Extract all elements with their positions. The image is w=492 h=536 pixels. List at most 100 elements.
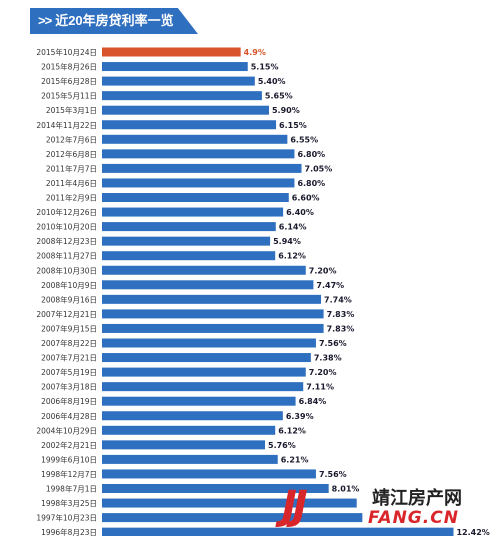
rate-bar <box>102 294 322 304</box>
rate-value-label: 12.42% <box>456 528 489 536</box>
chart-title: 近20年房贷利率一览 <box>55 13 174 28</box>
rate-bar <box>102 353 311 363</box>
date-label: 2002年2月21日 <box>41 440 97 450</box>
date-label: 2015年5月11日 <box>41 91 97 101</box>
rate-bar <box>102 323 324 333</box>
date-label: 1996年8月23日 <box>41 527 97 536</box>
date-label: 2008年9月16日 <box>41 294 97 304</box>
rate-value-label: 7.20% <box>309 266 337 275</box>
rate-value-label: 6.60% <box>292 194 320 203</box>
date-label: 2008年12月23日 <box>36 236 97 246</box>
logo-site-name: 靖江房产网 <box>372 488 462 509</box>
rate-bar <box>102 207 284 217</box>
rate-bar <box>102 149 295 159</box>
rate-value-label: 7.05% <box>305 164 333 173</box>
rate-bar <box>102 338 316 348</box>
rate-value-label: 5.65% <box>265 92 293 101</box>
date-label: 2012年7月6日 <box>46 134 97 144</box>
date-label: 2015年6月28日 <box>41 76 97 86</box>
date-label: 2010年10月20日 <box>36 222 97 232</box>
rate-bar <box>102 411 283 421</box>
rate-bar <box>102 425 276 435</box>
date-label: 2007年12月21日 <box>36 309 97 319</box>
rate-bar <box>102 91 262 101</box>
rate-bar <box>102 193 289 202</box>
rate-value-label: 6.80% <box>297 150 325 159</box>
rate-value-label: 6.14% <box>279 223 307 232</box>
rate-value-label: 7.83% <box>327 324 355 333</box>
rate-bar <box>102 134 288 144</box>
rate-value-label: 6.55% <box>290 135 318 144</box>
rate-value-label: 7.20% <box>309 368 337 377</box>
date-label: 1998年7月1日 <box>46 484 97 494</box>
date-label: 2008年10月30日 <box>36 265 97 275</box>
date-label: 2014年11月22日 <box>36 120 97 130</box>
rate-bar <box>102 120 277 130</box>
date-label: 2007年3月18日 <box>41 382 97 392</box>
rate-bar <box>102 309 324 319</box>
rate-bar <box>102 62 248 72</box>
rate-bar <box>102 382 304 392</box>
date-label: 2007年5月19日 <box>41 367 97 377</box>
rate-value-label: 5.15% <box>251 63 279 72</box>
rate-bar <box>102 178 295 188</box>
rate-value-label: 6.40% <box>286 208 314 217</box>
rate-bar <box>102 105 269 115</box>
rate-value-label: 7.47% <box>316 281 344 290</box>
rate-bar <box>102 440 266 450</box>
date-label: 1998年12月7日 <box>41 469 97 479</box>
date-label: 2006年8月19日 <box>41 396 97 406</box>
chart-title-banner: >> 近20年房贷利率一览 <box>30 8 198 34</box>
date-label: 1999年6月10日 <box>41 454 97 464</box>
rate-bar <box>102 513 363 523</box>
rate-value-label: 5.40% <box>258 77 286 86</box>
rate-value-label: 6.21% <box>281 455 309 464</box>
rate-bar <box>102 367 306 377</box>
rate-value-label: 7.38% <box>314 354 342 363</box>
jj-fang-logo: JJ 靖江房产网 FANG.CN <box>282 482 487 532</box>
date-label: 2007年7月21日 <box>41 353 97 363</box>
date-label: 2011年7月7日 <box>46 163 97 173</box>
rate-bar <box>102 469 316 479</box>
rate-bar <box>102 280 314 290</box>
rate-bar <box>102 76 255 86</box>
rate-value-label: 8.01% <box>332 485 360 494</box>
rate-bar <box>102 222 276 232</box>
rate-bar <box>102 236 271 246</box>
date-label: 2008年10月9日 <box>41 280 97 290</box>
date-label: 2004年10月29日 <box>36 425 97 435</box>
date-label: 2007年9月15日 <box>41 323 97 333</box>
date-label: 2006年4月28日 <box>41 411 97 421</box>
rate-value-label: 5.76% <box>268 441 296 450</box>
rate-bar <box>102 396 296 406</box>
rate-bar <box>102 527 454 536</box>
rate-value-label: 7.56% <box>319 339 347 348</box>
rate-bar <box>102 163 302 173</box>
rate-value-label: 7.56% <box>319 470 347 479</box>
rate-bar <box>102 47 241 57</box>
rate-value-label: 7.11% <box>306 383 334 392</box>
rate-value-label: 4.9% <box>244 48 266 57</box>
rate-value-label: 6.12% <box>278 252 306 261</box>
double-arrow-icon: >> <box>38 13 52 28</box>
rate-value-label: 6.39% <box>286 412 314 421</box>
rate-value-label: 5.90% <box>272 106 300 115</box>
rate-value-label: 7.83% <box>327 310 355 319</box>
rate-bar <box>102 265 306 275</box>
date-label: 2010年12月26日 <box>36 207 97 217</box>
date-label: 1997年10月23日 <box>36 513 97 523</box>
date-label: 2007年8月22日 <box>41 338 97 348</box>
date-label: 2011年4月6日 <box>46 178 97 188</box>
rate-value-label: 6.84% <box>299 397 327 406</box>
rate-bar <box>102 484 329 493</box>
rate-value-label: 6.80% <box>297 179 325 188</box>
rate-value-label: 6.12% <box>278 426 306 435</box>
rate-value-label: 5.94% <box>273 237 301 246</box>
rate-value-label: 7.74% <box>324 295 352 304</box>
logo-mark: JJ <box>282 483 308 529</box>
date-label: 2015年10月24日 <box>36 47 97 57</box>
date-label: 2011年2月9日 <box>46 193 97 203</box>
rate-value-label: 6.15% <box>279 121 307 130</box>
date-label: 2012年6月8日 <box>46 149 97 159</box>
